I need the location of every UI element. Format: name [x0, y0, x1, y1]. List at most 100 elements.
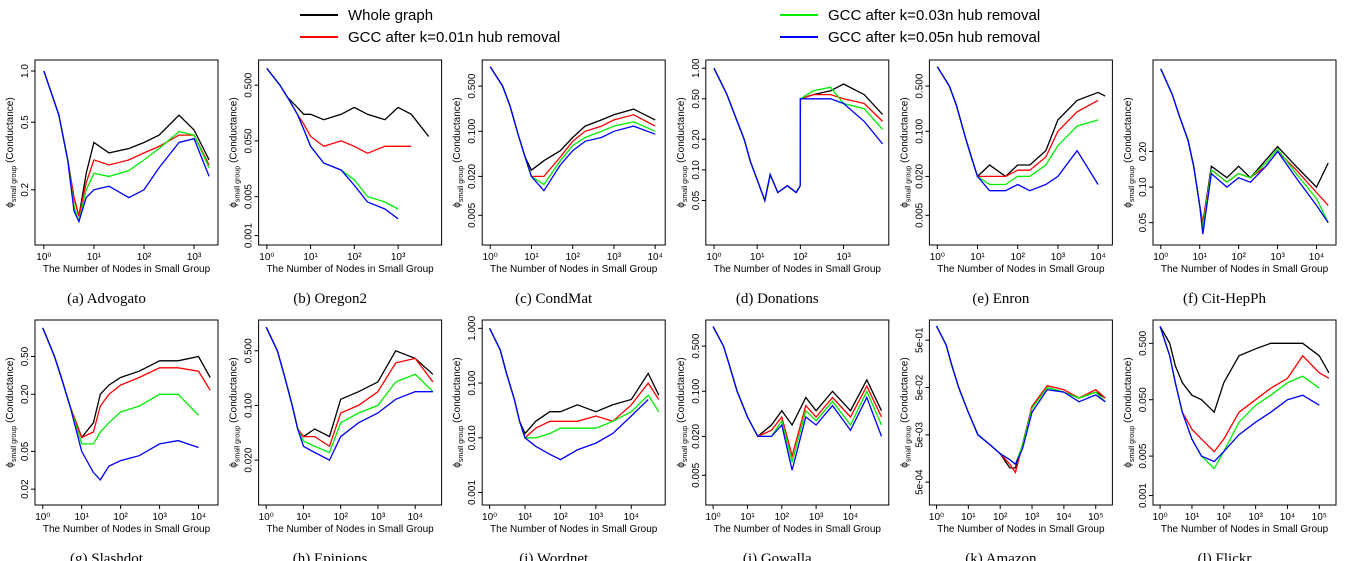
legend-label: GCC after k=0.01n hub removal: [348, 29, 560, 46]
x-tick-label: 10⁰: [35, 512, 50, 523]
y-tick-label: 0.20: [20, 384, 31, 404]
y-tick-label: 5e-03: [914, 422, 925, 448]
y-tick-label: 0.050: [1138, 387, 1149, 412]
y-axis-label: ϕsmall group (Conductance): [1123, 97, 1136, 207]
x-tick-label: 10¹: [961, 512, 976, 523]
y-tick-label: 0.005: [467, 202, 478, 227]
x-axis-label: The Number of Nodes in Small Group: [937, 524, 1105, 535]
x-tick-label: 10⁰: [259, 512, 274, 523]
y-label-text: (Conductance): [676, 357, 687, 423]
subplot: 10⁰ 10¹ 10² 10³ 0.001 0.005 0.050 0.500 The Numb…: [229, 59, 443, 307]
x-tick-label: 10⁴: [647, 252, 662, 263]
y-tick-label: 0.20: [691, 129, 702, 149]
series-line: [936, 66, 1099, 192]
series-line: [266, 67, 412, 155]
y-tick-label: 5e-01: [914, 327, 925, 353]
series-line: [266, 67, 399, 220]
y-tick-label: 0.005: [1138, 443, 1149, 468]
series-line: [42, 327, 199, 445]
plot-frame: [1152, 319, 1337, 506]
y-tick-label: 0.50: [691, 89, 702, 109]
plot-frame: [34, 59, 219, 246]
caption: (h) Epinions: [293, 551, 368, 561]
x-tick-label: 10²: [793, 252, 808, 263]
caption: (j) Gowalla: [743, 551, 812, 561]
y-label-symbol: ϕ: [676, 462, 687, 468]
x-tick-label: 10¹: [74, 512, 89, 523]
plot-frame: [258, 319, 443, 506]
y-label-symbol: ϕ: [1123, 462, 1134, 468]
x-tick-label: 10³: [809, 512, 824, 523]
subplot: 10⁰ 10¹ 10² 10³ 10⁴ 0.005 0.020 0.100 0.500 The N…: [676, 319, 890, 561]
y-tick-label: 1.0: [20, 64, 31, 78]
y-tick-label: 0.020: [244, 447, 255, 472]
x-tick-label: 10²: [333, 512, 348, 523]
plot-frame: [481, 59, 666, 246]
series-line: [489, 328, 660, 435]
y-tick-label: 0.001: [244, 223, 255, 248]
series-line: [935, 325, 1106, 466]
y-tick-label: 5e-02: [914, 374, 925, 400]
y-axis-label: ϕsmall group (Conductance): [899, 357, 912, 467]
subplot: 10⁰ 10¹ 10² 10³ 0.05 0.10 0.20 0.50 1.00 The Numb…: [676, 58, 890, 307]
x-tick-label: 10³: [1025, 512, 1040, 523]
y-axis-label: ϕsmall group (Conductance): [452, 357, 465, 467]
y-label-subscript: small group: [905, 426, 912, 462]
y-tick-label: 0.020: [467, 163, 478, 188]
caption: (b) Oregon2: [293, 291, 367, 307]
x-tick-label: 10³: [1051, 252, 1066, 263]
y-axis-label: ϕsmall group (Conductance): [676, 357, 689, 467]
y-tick-label: 0.10: [1138, 177, 1149, 197]
subplot: 10⁰ 10¹ 10² 10³ 10⁴ 10⁵ 5e-04 5e-03 5e-02 5e-01 Th…: [899, 319, 1113, 561]
x-tick-label: 10⁰: [930, 252, 945, 263]
x-axis-label: The Number of Nodes in Small Group: [714, 524, 882, 535]
caption: (e) Enron: [972, 291, 1030, 307]
series-line: [265, 326, 434, 438]
x-tick-label: 10²: [775, 512, 790, 523]
y-tick-label: 0.100: [244, 392, 255, 417]
series-line: [42, 327, 211, 439]
series-line: [42, 327, 199, 481]
y-tick-label: 0.001: [1138, 483, 1149, 508]
x-tick-label: 10³: [607, 252, 622, 263]
x-tick-label: 10¹: [1185, 512, 1200, 523]
y-label-symbol: ϕ: [899, 462, 910, 468]
legend-label: GCC after k=0.03n hub removal: [828, 7, 1040, 24]
series-line: [489, 66, 656, 172]
x-tick-label: 10⁴: [624, 512, 639, 523]
y-label-text: (Conductance): [5, 357, 16, 423]
series-line: [489, 328, 649, 461]
series-line: [43, 70, 210, 217]
caption: (f) Cit-HepPh: [1183, 291, 1266, 307]
x-tick-label: 10⁰: [483, 252, 498, 263]
y-tick-label: 0.05: [691, 190, 702, 210]
x-tick-label: 10³: [152, 512, 167, 523]
x-tick-label: 10³: [371, 512, 386, 523]
subplot: 10⁰ 10¹ 10² 10³ 10⁴ 0.020 0.100 0.500 The Number…: [229, 319, 443, 561]
plot-frame: [481, 319, 666, 506]
y-tick-label: 0.2: [20, 182, 31, 196]
series-line: [265, 326, 434, 454]
y-label-subscript: small group: [682, 166, 689, 202]
y-tick-label: 0.10: [691, 160, 702, 180]
y-tick-label: 0.500: [244, 72, 255, 97]
y-label-subscript: small group: [11, 166, 18, 202]
x-tick-label: 10²: [347, 252, 362, 263]
y-label-symbol: ϕ: [452, 202, 463, 208]
series-line: [936, 66, 1106, 178]
x-tick-label: 10²: [553, 512, 568, 523]
y-tick-label: 0.500: [691, 333, 702, 358]
y-tick-label: 1.00: [691, 58, 702, 78]
series-line: [489, 66, 656, 192]
y-axis-label: ϕsmall group (Conductance): [229, 97, 242, 207]
x-tick-label: 10¹: [303, 252, 318, 263]
y-label-symbol: ϕ: [452, 462, 463, 468]
caption: (g) Slashdot: [70, 551, 144, 561]
subplot: 10⁰ 10¹ 10² 10³ 10⁴ 0.005 0.020 0.100 0.500 The N…: [899, 59, 1113, 307]
x-tick-label: 10⁴: [1056, 512, 1071, 523]
series-line: [43, 70, 210, 217]
y-tick-label: 0.500: [1138, 330, 1149, 355]
x-tick-label: 10³: [1248, 512, 1263, 523]
x-tick-label: 10¹: [1192, 252, 1207, 263]
